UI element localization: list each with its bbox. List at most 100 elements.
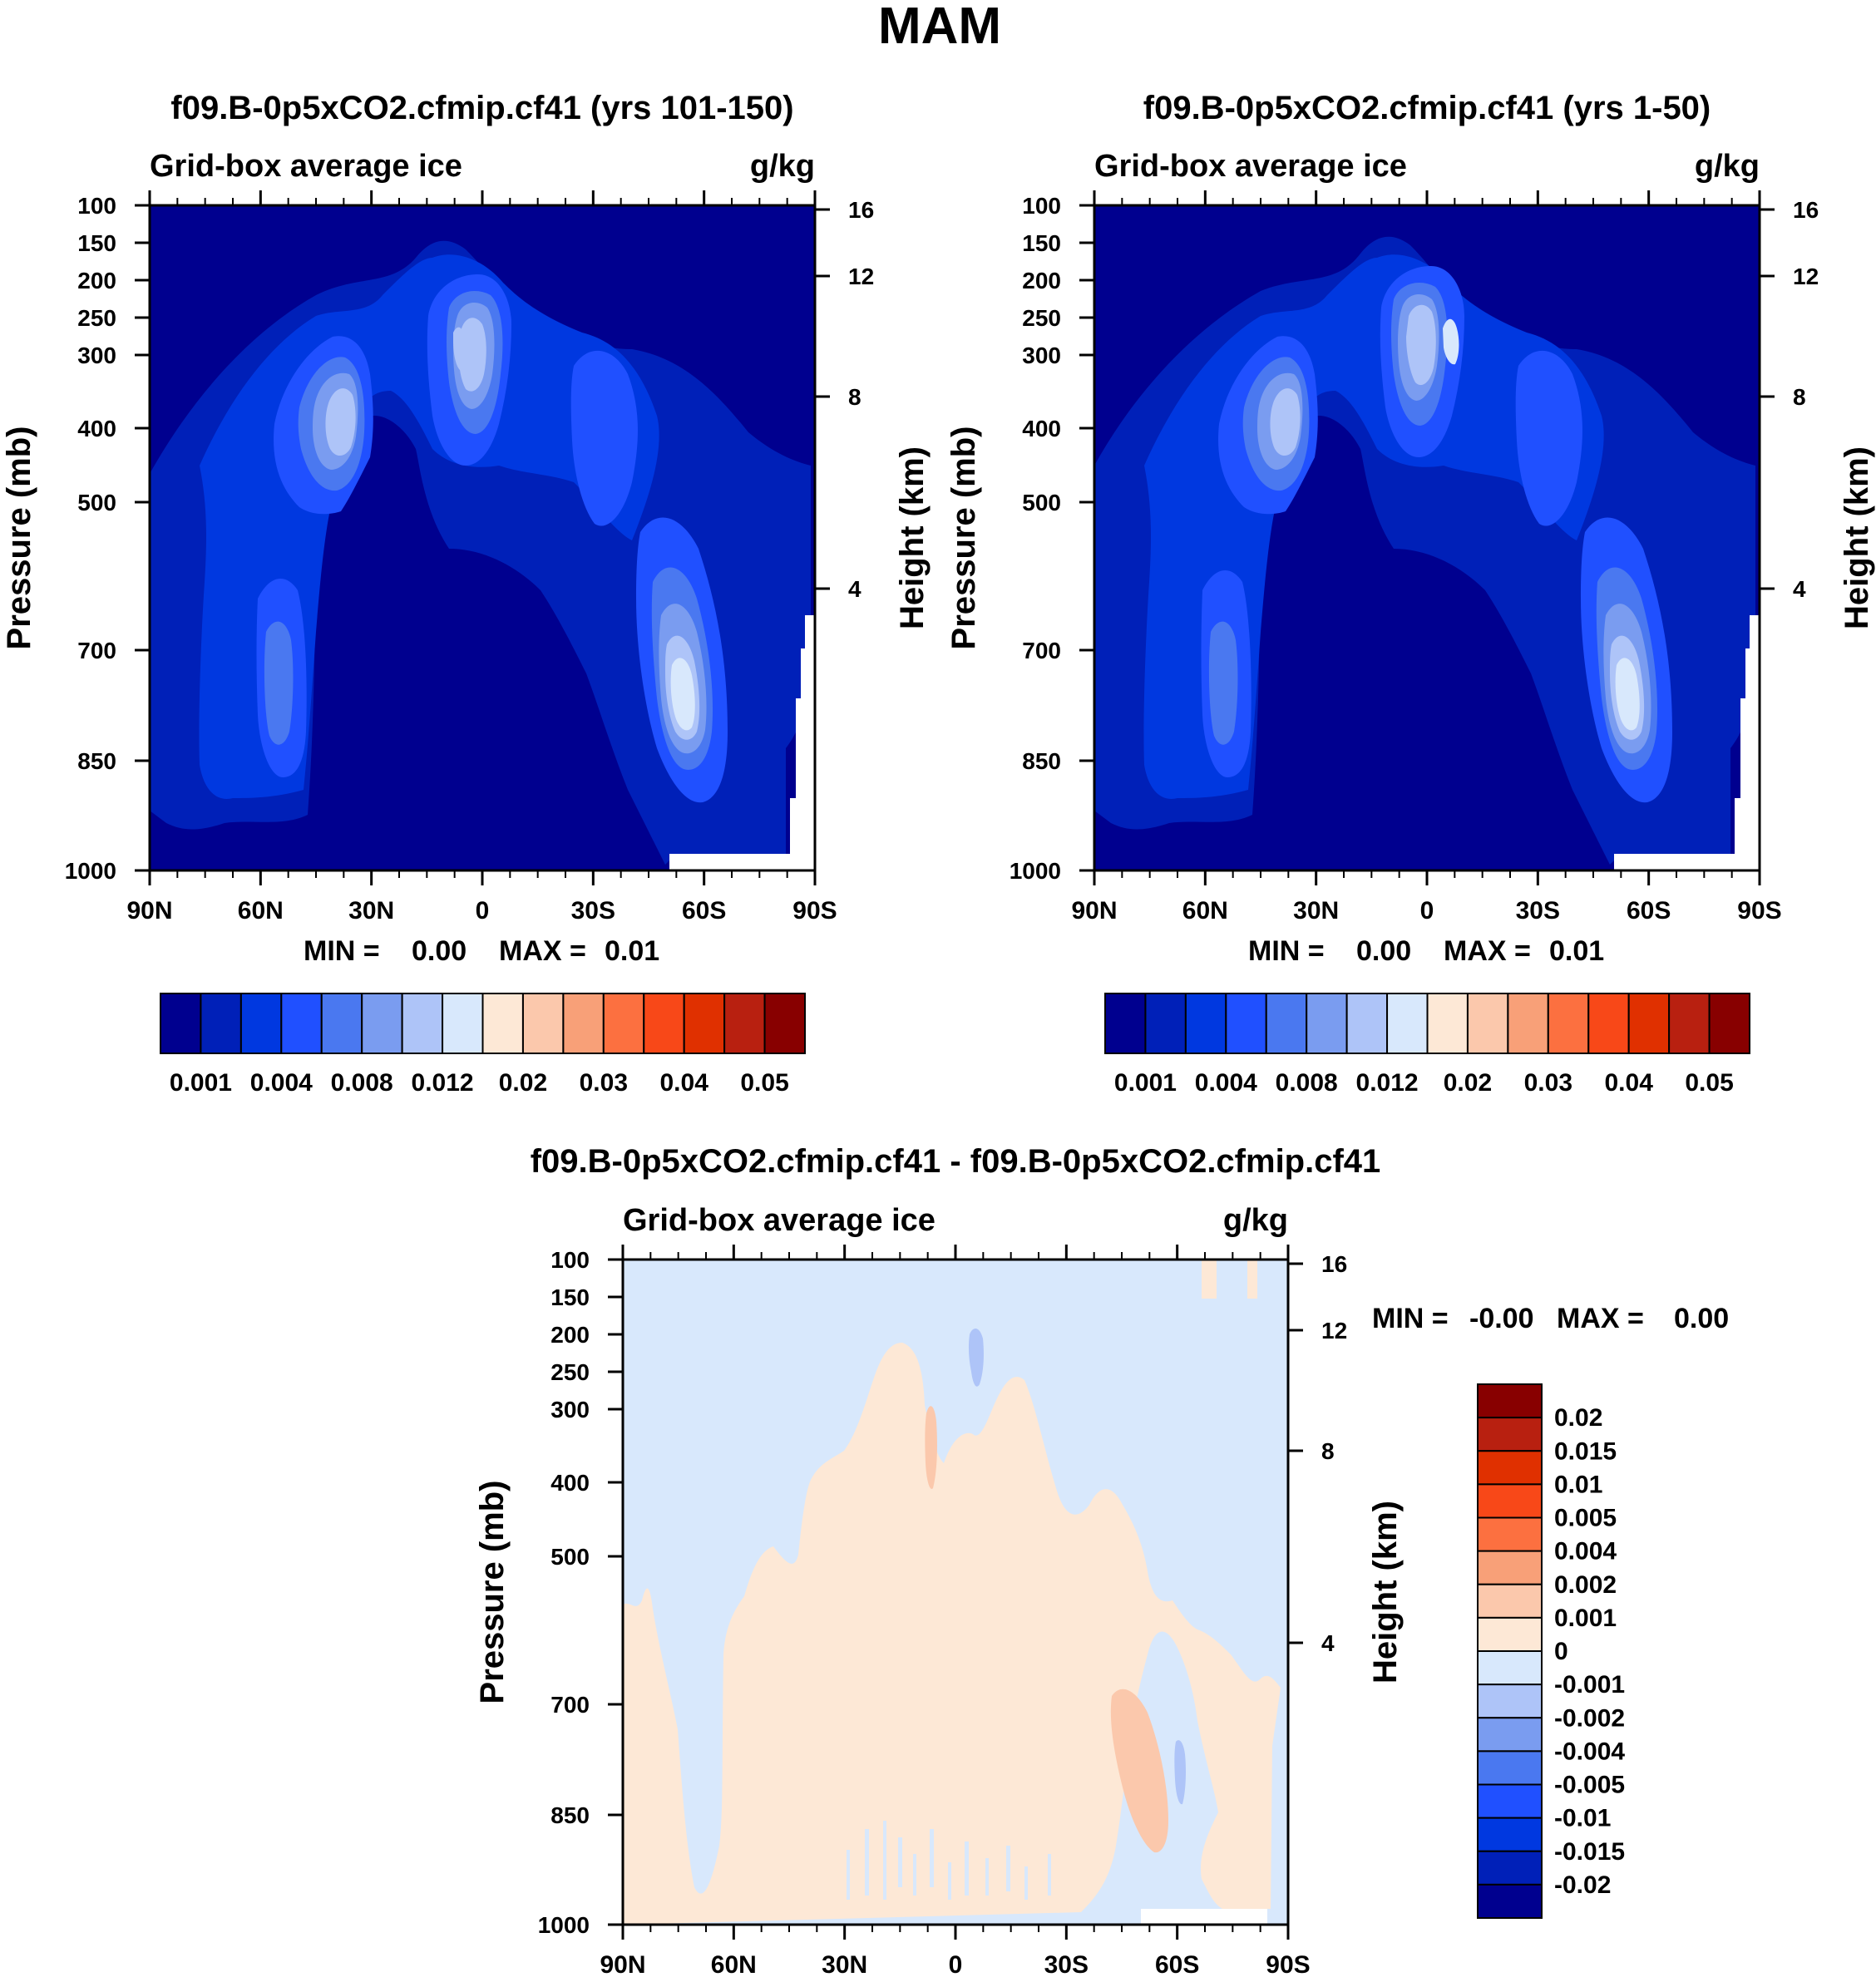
colorbar-swatch [1477, 1750, 1543, 1786]
x-tick-label: 60N [711, 1951, 757, 1979]
y-tick-label: 400 [77, 416, 116, 441]
x-tick-label: 30S [571, 897, 615, 924]
y-tick-label: 300 [1022, 343, 1061, 368]
x-tick-label: 0 [949, 1951, 963, 1979]
colorbar-label: 0.008 [1276, 1069, 1338, 1097]
colorbar-swatch [1426, 993, 1469, 1054]
panel-right-colorbar: 0.001 0.004 0.008 0.012 0.02 0.03 0.04 0.05 [1104, 993, 1750, 1097]
colorbar-swatch [481, 993, 524, 1054]
y-tick-label: 150 [1022, 230, 1061, 256]
x-tick-label: 30S [1044, 1951, 1089, 1979]
panel-diff-title: f09.B-0p5xCO2.cfmip.cf41 - f09.B-0p5xCO2… [531, 1143, 1381, 1180]
panel-diff-max-label: MAX = [1557, 1303, 1644, 1334]
colorbar-label: 0.04 [1604, 1069, 1653, 1097]
x-tick-label: 60S [1155, 1951, 1199, 1979]
panel-diff-min-label: MIN = [1372, 1303, 1449, 1334]
panel-diff-plot-area [623, 1260, 1288, 1925]
colorbar-swatch [239, 993, 283, 1054]
colorbar-swatch [200, 993, 242, 1054]
y-tick-label: 500 [1022, 490, 1061, 515]
colorbar-swatch [521, 993, 565, 1054]
x-tick-label: 60S [1627, 897, 1671, 924]
y-tick-label: 150 [77, 230, 116, 256]
panel-left-missing-region [669, 615, 815, 870]
panel-left-variable-label: Grid-box average ice [150, 149, 462, 184]
panel-diff-units-label: g/kg [1223, 1203, 1288, 1238]
colorbar-label: -0.004 [1554, 1738, 1625, 1765]
panel-right-units-label: g/kg [1695, 149, 1760, 184]
colorbar-label: 0.012 [412, 1069, 474, 1097]
height-tick-label: 8 [1793, 384, 1806, 410]
colorbar-swatch [1477, 1684, 1543, 1719]
y-tick-label: 1000 [1010, 858, 1061, 884]
colorbar-swatch [1668, 993, 1711, 1054]
panel-diff-variable-label: Grid-box average ice [623, 1203, 936, 1238]
colorbar-label: 0.004 [1554, 1538, 1617, 1565]
y-tick-label: 100 [77, 193, 116, 219]
y-tick-label: 400 [550, 1470, 590, 1496]
colorbar-label: 0.004 [250, 1069, 313, 1097]
x-tick-label: 90S [1266, 1951, 1310, 1979]
panel-right-max-label: MAX = [1444, 935, 1531, 967]
panel-diff-min-value: -0.00 [1469, 1303, 1534, 1334]
colorbar-swatch [1587, 993, 1630, 1054]
noise-streak [1006, 1846, 1010, 1891]
colorbar-swatch [1477, 1717, 1543, 1753]
colorbar-label: 0.02 [1444, 1069, 1492, 1097]
colorbar-swatch [1507, 993, 1549, 1054]
height-tick-label: 16 [1793, 197, 1819, 223]
colorbar-swatch [1477, 1883, 1543, 1919]
panel-left-y-axis-title: Pressure (mb) [1, 426, 37, 650]
panel-right-y-axis-title-right: Height (km) [1839, 446, 1875, 629]
colorbar-label: 0.012 [1356, 1069, 1419, 1097]
panel-left-band-level-7 [670, 658, 695, 731]
colorbar-label: 0.001 [1114, 1069, 1177, 1097]
noise-streak [965, 1841, 969, 1896]
y-tick-label: 300 [77, 343, 116, 368]
noise-streak [1024, 1866, 1028, 1900]
colorbar-swatch [1104, 993, 1147, 1054]
colorbar-swatch [1345, 993, 1389, 1054]
x-tick-label: 90S [1737, 897, 1781, 924]
panel-right-ticks: 90N 60N 30N 0 30S 60S 90S 100 150 200 250 300 400 500… [1010, 190, 1819, 924]
colorbar-label: 0.008 [331, 1069, 393, 1097]
colorbar-swatch [401, 993, 444, 1054]
panel-right-variable-label: Grid-box average ice [1094, 149, 1407, 184]
panel-right-band-level-5 [1257, 294, 1651, 754]
y-tick-label: 200 [550, 1322, 590, 1348]
y-tick-label: 250 [550, 1359, 590, 1385]
page-title: MAM [878, 0, 1001, 55]
noise-streak [1048, 1854, 1051, 1896]
colorbar-label: -0.015 [1554, 1838, 1625, 1866]
x-tick-label: 60N [1182, 897, 1228, 924]
y-tick-label: 500 [550, 1544, 590, 1570]
colorbar-swatch [1386, 993, 1429, 1054]
colorbar-swatch [562, 993, 605, 1054]
colorbar-label: 0.015 [1554, 1437, 1617, 1465]
colorbar-swatch [1306, 993, 1348, 1054]
colorbar-swatch [1477, 1450, 1543, 1486]
y-tick-label: 200 [77, 268, 116, 293]
y-tick-label: 700 [77, 638, 116, 663]
x-tick-label: 30N [348, 897, 394, 924]
height-tick-label: 12 [1793, 264, 1819, 289]
panel-diff-surface-noise [847, 1821, 1051, 1900]
x-tick-label: 90N [600, 1951, 645, 1979]
colorbar-swatch [1144, 993, 1187, 1054]
height-tick-label: 12 [1321, 1318, 1347, 1344]
colorbar-swatch [280, 993, 323, 1054]
colorbar-swatch [1265, 993, 1308, 1054]
colorbar-label: 0.004 [1195, 1069, 1257, 1097]
panel-right-min-value: 0.00 [1356, 935, 1411, 967]
y-tick-label: 400 [1022, 416, 1061, 441]
colorbar-label: -0.001 [1554, 1671, 1625, 1699]
colorbar-swatch [160, 993, 202, 1054]
y-tick-label: 1000 [65, 858, 116, 884]
colorbar-swatch [320, 993, 363, 1054]
panel-diff-negative-small-1 [968, 1329, 984, 1387]
panel-diff-upper-right-positive [1202, 1260, 1257, 1299]
noise-streak [865, 1829, 869, 1896]
height-tick-label: 8 [848, 384, 861, 410]
panel-left-y-axis-title-right: Height (km) [894, 446, 931, 629]
